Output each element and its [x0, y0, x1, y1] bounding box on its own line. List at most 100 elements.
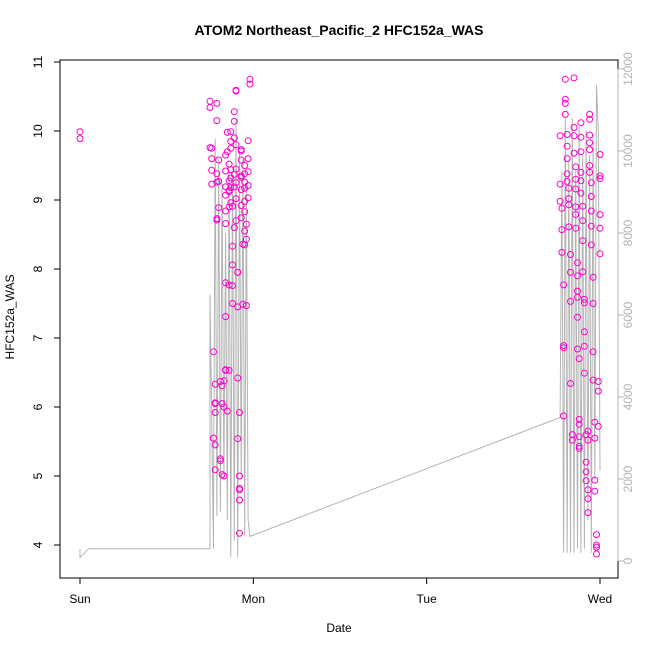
secondary-line-layer — [79, 85, 601, 559]
data-point — [572, 224, 580, 232]
data-point — [556, 197, 564, 205]
data-point — [225, 281, 233, 289]
data-point — [577, 189, 585, 197]
data-point — [215, 156, 223, 164]
data-point — [574, 313, 581, 321]
data-point — [568, 436, 576, 444]
data-point — [244, 168, 252, 176]
data-point — [232, 86, 240, 94]
data-point — [575, 420, 583, 428]
data-point — [225, 366, 233, 374]
data-point — [560, 342, 568, 350]
data-point — [210, 348, 217, 356]
data-point — [227, 144, 235, 152]
data-point — [241, 170, 249, 178]
data-point — [574, 272, 581, 280]
data-point — [586, 146, 594, 154]
data-point — [572, 163, 580, 171]
y2-tick-label: 10000 — [621, 134, 635, 168]
data-point — [208, 166, 216, 174]
data-point — [589, 273, 597, 281]
data-point — [230, 134, 238, 142]
data-point — [232, 165, 240, 173]
data-point — [563, 131, 571, 138]
x-tick-label: Wed — [588, 592, 612, 606]
data-point — [575, 355, 583, 363]
data-point — [596, 151, 604, 158]
data-point — [242, 220, 250, 228]
data-point — [565, 184, 573, 192]
data-point — [223, 128, 231, 136]
data-point — [589, 348, 597, 356]
data-point — [561, 110, 569, 118]
data-point — [580, 369, 588, 377]
data-point — [211, 466, 219, 474]
data-point — [237, 146, 245, 154]
data-point — [570, 74, 578, 82]
data-point — [218, 400, 226, 408]
points-layer — [76, 74, 604, 558]
data-point — [227, 184, 235, 192]
secondary-series-line — [79, 85, 601, 559]
data-point — [222, 313, 230, 321]
data-point — [230, 117, 238, 125]
data-point — [223, 407, 231, 415]
data-point — [596, 172, 604, 180]
x-tick-label: Tue — [417, 592, 438, 606]
data-point — [246, 75, 254, 83]
data-point — [582, 468, 590, 476]
data-point — [222, 151, 230, 159]
data-point — [237, 156, 245, 164]
data-point — [596, 250, 604, 258]
x-axis-label: Date — [326, 621, 352, 635]
data-point — [584, 495, 592, 503]
data-point — [229, 300, 236, 307]
data-point — [213, 117, 221, 125]
data-point — [565, 223, 573, 231]
data-point — [570, 124, 578, 131]
data-point — [580, 299, 588, 307]
data-point — [222, 167, 230, 175]
data-point — [229, 282, 236, 290]
data-point — [575, 433, 583, 441]
data-point — [565, 201, 573, 209]
data-point — [229, 202, 236, 210]
data-point — [236, 496, 243, 504]
x-tick-label: Sun — [69, 592, 90, 606]
y-axis-left: 4 5 6 7 8 9 10 11 — [31, 55, 61, 548]
data-point — [575, 415, 583, 423]
data-point — [563, 177, 571, 185]
data-point — [574, 345, 581, 353]
data-point — [220, 377, 228, 385]
data-point — [561, 95, 569, 103]
data-point — [594, 387, 602, 395]
data-point — [208, 144, 216, 152]
data-point — [591, 487, 599, 495]
y-tick-label: 9 — [31, 196, 45, 203]
data-point — [216, 378, 224, 385]
data-point — [241, 208, 249, 216]
data-point — [574, 259, 581, 267]
data-point — [558, 204, 566, 212]
data-point — [579, 268, 587, 276]
data-point — [216, 455, 224, 463]
data-point — [589, 300, 597, 307]
data-point — [587, 193, 595, 200]
data-point — [584, 436, 592, 444]
data-point — [232, 141, 240, 149]
data-point — [577, 119, 585, 127]
data-point — [234, 374, 242, 382]
data-point — [225, 203, 233, 211]
data-point — [211, 409, 219, 416]
data-point — [577, 148, 585, 156]
data-point — [237, 214, 245, 222]
data-point — [582, 458, 590, 466]
data-point — [211, 441, 219, 449]
data-point — [567, 268, 574, 276]
data-point — [76, 135, 84, 143]
data-point — [579, 217, 587, 225]
data-point — [594, 422, 602, 430]
data-point — [577, 133, 585, 141]
y-axis-label: HFC152a_WAS — [3, 275, 17, 360]
